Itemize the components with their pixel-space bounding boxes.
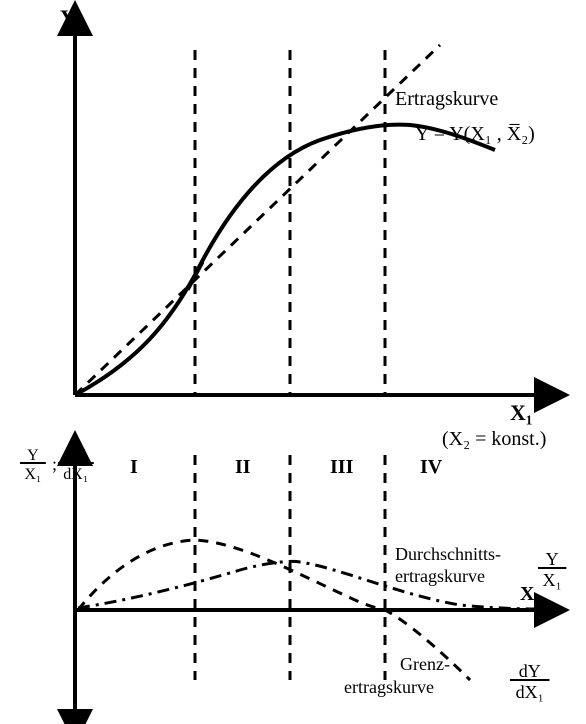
svg-text:X₁: X₁ (543, 570, 562, 590)
svg-text:Ertragskurve: Ertragskurve (395, 88, 498, 110)
svg-text:dX₁: dX₁ (63, 466, 88, 483)
ertragskurve (75, 125, 495, 395)
svg-text:ertragskurve: ertragskurve (395, 566, 485, 586)
svg-text:I: I (130, 456, 138, 478)
bottom-panel: YX₁;dYdX₁X₁Durchschnitts-ertragskurveYX₁… (20, 447, 566, 715)
svg-text:;: ; (52, 454, 57, 474)
svg-text:Y: Y (546, 549, 559, 569)
svg-text:(X₂ = konst.): (X₂ = konst.) (442, 428, 546, 450)
svg-text:Y = Y(X₁ , X̅₂): Y = Y(X₁ , X̅₂) (415, 123, 535, 145)
svg-text:X₁: X₁ (510, 400, 532, 425)
figure: YX₁(X₂ = konst.)ErtragskurveY = Y(X₁ , X… (0, 0, 586, 724)
svg-text:III: III (330, 456, 354, 478)
svg-text:X₁: X₁ (520, 583, 540, 605)
svg-text:dY: dY (519, 661, 541, 681)
svg-text:IV: IV (420, 456, 443, 478)
top-panel: Y X₁ (X₂ = konst.) Ertragskurve Y = Y(X₁ , X… (60, 5, 546, 478)
svg-text:X₁: X₁ (24, 466, 41, 483)
svg-text:Y: Y (60, 5, 76, 30)
svg-text:dX₁: dX₁ (516, 682, 544, 702)
svg-text:Durchschnitts-: Durchschnitts- (395, 544, 501, 564)
svg-text:ertragskurve: ertragskurve (344, 677, 434, 697)
svg-text:Y: Y (27, 447, 39, 464)
svg-text:II: II (235, 456, 251, 478)
svg-text:Grenz-: Grenz- (400, 654, 450, 674)
svg-text:dY: dY (66, 447, 86, 464)
diagram-svg: YX₁(X₂ = konst.)ErtragskurveY = Y(X₁ , X… (0, 0, 586, 724)
